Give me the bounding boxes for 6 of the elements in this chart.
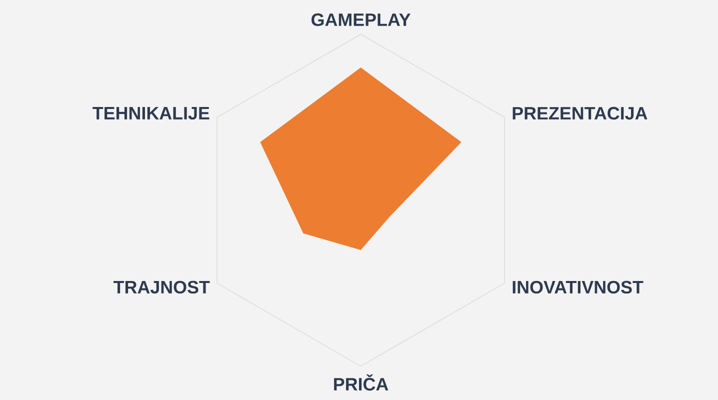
spoke-label: TRAJNOST [114,280,210,294]
spoke-label: GAMEPLAY [312,13,410,26]
spoke-label: TEHNIKALIJE [92,106,210,120]
spoke-label: PRIČA [334,374,388,390]
spoke-label: PREZENTACIJA [512,106,648,120]
spoke-label: INOVATIVNOST [512,280,644,294]
